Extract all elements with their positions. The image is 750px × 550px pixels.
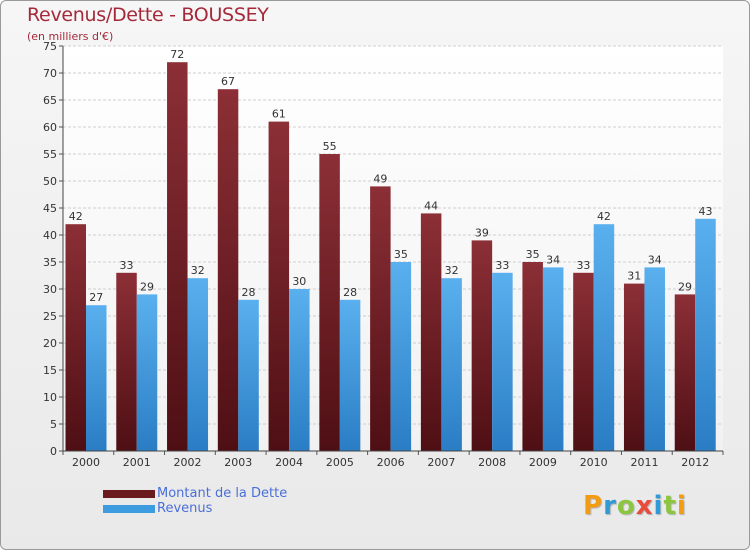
proxiti-logo: Proxiti	[583, 491, 687, 521]
data-label: 44	[424, 199, 438, 212]
bar-revenus	[187, 278, 209, 451]
y-tick-label: 50	[43, 175, 57, 188]
data-label: 32	[445, 264, 459, 277]
x-tick-label: 2002	[174, 456, 202, 469]
legend-swatch-dette	[103, 490, 155, 498]
data-label: 35	[526, 248, 540, 261]
bar-revenus	[542, 267, 564, 451]
data-label: 35	[394, 248, 408, 261]
data-label: 27	[89, 291, 103, 304]
bar-revenus	[86, 305, 107, 451]
x-tick-label: 2011	[630, 456, 658, 469]
bar-revenus	[136, 294, 158, 451]
data-label: 28	[242, 286, 256, 299]
bar-dette	[623, 283, 645, 451]
logo-letter: r	[603, 491, 617, 521]
y-tick-label: 15	[43, 364, 57, 377]
y-tick-label: 45	[43, 202, 57, 215]
legend-label-revenus: Revenus	[157, 501, 213, 516]
bar-revenus	[238, 299, 259, 451]
x-tick-label: 2009	[529, 456, 557, 469]
x-tick-label: 2004	[275, 456, 303, 469]
chart-title: Revenus/Dette - BOUSSEY	[27, 4, 269, 26]
x-tick-label: 2000	[72, 456, 100, 469]
y-tick-label: 75	[43, 40, 57, 53]
y-tick-label: 0	[50, 445, 57, 458]
bar-dette	[116, 272, 137, 451]
bar-revenus	[695, 218, 716, 451]
bar-dette	[319, 154, 340, 451]
bar-revenus	[441, 278, 462, 451]
x-tick-label: 2005	[326, 456, 354, 469]
logo-letter: x	[635, 491, 654, 521]
data-label: 72	[170, 48, 184, 61]
data-label: 55	[323, 140, 337, 153]
data-label: 30	[292, 275, 306, 288]
data-label: 33	[495, 259, 509, 272]
bar-dette	[522, 262, 543, 451]
data-label: 42	[597, 210, 611, 223]
legend-label-dette: Montant de la Dette	[157, 486, 288, 501]
y-tick-label: 70	[43, 67, 57, 80]
data-label: 49	[373, 172, 387, 185]
y-tick-label: 10	[43, 391, 57, 404]
logo-letter: t	[663, 491, 677, 521]
bar-dette	[471, 240, 493, 451]
logo-letter: o	[616, 491, 636, 521]
y-tick-label: 35	[43, 256, 57, 269]
data-label: 61	[272, 108, 286, 121]
data-label: 29	[140, 280, 154, 293]
x-tick-label: 2007	[427, 456, 455, 469]
data-label: 28	[343, 286, 357, 299]
bar-dette	[573, 272, 594, 451]
x-tick-label: 2003	[224, 456, 252, 469]
data-label: 34	[648, 253, 662, 266]
logo-letter: i	[653, 491, 664, 521]
data-label: 39	[475, 226, 489, 239]
bar-dette	[420, 213, 442, 451]
y-tick-label: 25	[43, 310, 57, 323]
chart-subtitle: (en milliers d'€)	[27, 30, 114, 43]
y-tick-label: 60	[43, 121, 57, 134]
y-tick-label: 40	[43, 229, 57, 242]
logo-letter: i	[676, 491, 687, 521]
data-label: 31	[627, 270, 641, 283]
x-tick-label: 2001	[123, 456, 151, 469]
logo-letter: P	[583, 491, 604, 521]
bar-dette	[167, 62, 188, 451]
bar-dette	[370, 186, 391, 451]
data-label: 29	[678, 280, 692, 293]
data-label: 43	[698, 205, 712, 218]
bar-revenus	[339, 299, 361, 451]
bar-dette	[217, 89, 239, 451]
data-label: 33	[120, 259, 134, 272]
data-label: 33	[576, 259, 590, 272]
y-tick-label: 65	[43, 94, 57, 107]
legend-swatch-revenus	[103, 505, 155, 513]
data-label: 67	[221, 75, 235, 88]
y-tick-label: 30	[43, 283, 57, 296]
bar-revenus	[390, 262, 412, 451]
x-tick-label: 2012	[681, 456, 709, 469]
bar-revenus	[593, 224, 615, 451]
data-label: 42	[69, 210, 83, 223]
bar-revenus	[492, 272, 513, 451]
bar-revenus	[289, 289, 310, 451]
x-tick-label: 2010	[580, 456, 608, 469]
bar-dette	[268, 121, 290, 451]
data-label: 32	[191, 264, 205, 277]
y-tick-label: 55	[43, 148, 57, 161]
x-tick-label: 2008	[478, 456, 506, 469]
y-tick-label: 5	[50, 418, 57, 431]
x-tick-label: 2006	[377, 456, 405, 469]
y-tick-label: 20	[43, 337, 57, 350]
bar-dette	[65, 224, 86, 451]
bar-revenus	[644, 267, 665, 451]
bar-dette	[674, 294, 696, 451]
data-label: 34	[546, 253, 560, 266]
